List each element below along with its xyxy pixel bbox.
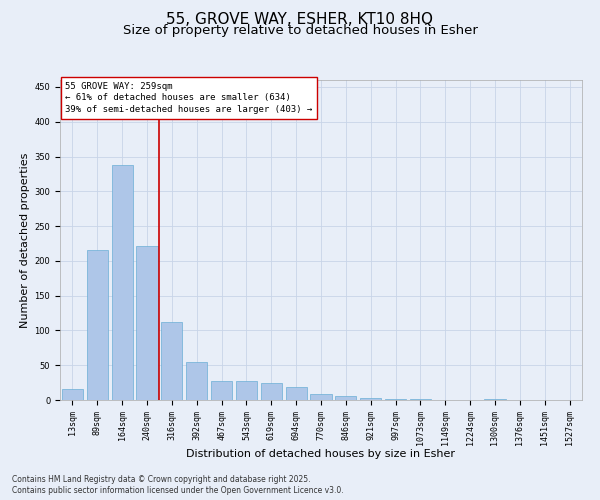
Bar xyxy=(161,322,182,400)
Bar xyxy=(87,250,108,400)
Text: Contains public sector information licensed under the Open Government Licence v3: Contains public sector information licen… xyxy=(12,486,344,495)
Text: Size of property relative to detached houses in Esher: Size of property relative to detached ho… xyxy=(122,24,478,37)
Bar xyxy=(186,362,207,400)
Text: 55 GROVE WAY: 259sqm
← 61% of detached houses are smaller (634)
39% of semi-deta: 55 GROVE WAY: 259sqm ← 61% of detached h… xyxy=(65,82,313,114)
Text: 55, GROVE WAY, ESHER, KT10 8HQ: 55, GROVE WAY, ESHER, KT10 8HQ xyxy=(167,12,433,28)
Bar xyxy=(62,389,83,400)
Bar xyxy=(211,381,232,400)
Bar xyxy=(112,165,133,400)
Bar xyxy=(136,246,158,400)
Bar xyxy=(286,388,307,400)
Bar xyxy=(360,398,381,400)
Bar xyxy=(236,381,257,400)
Bar xyxy=(261,382,282,400)
Bar xyxy=(310,394,332,400)
X-axis label: Distribution of detached houses by size in Esher: Distribution of detached houses by size … xyxy=(187,449,455,459)
Text: Contains HM Land Registry data © Crown copyright and database right 2025.: Contains HM Land Registry data © Crown c… xyxy=(12,475,311,484)
Bar xyxy=(335,396,356,400)
Y-axis label: Number of detached properties: Number of detached properties xyxy=(20,152,30,328)
